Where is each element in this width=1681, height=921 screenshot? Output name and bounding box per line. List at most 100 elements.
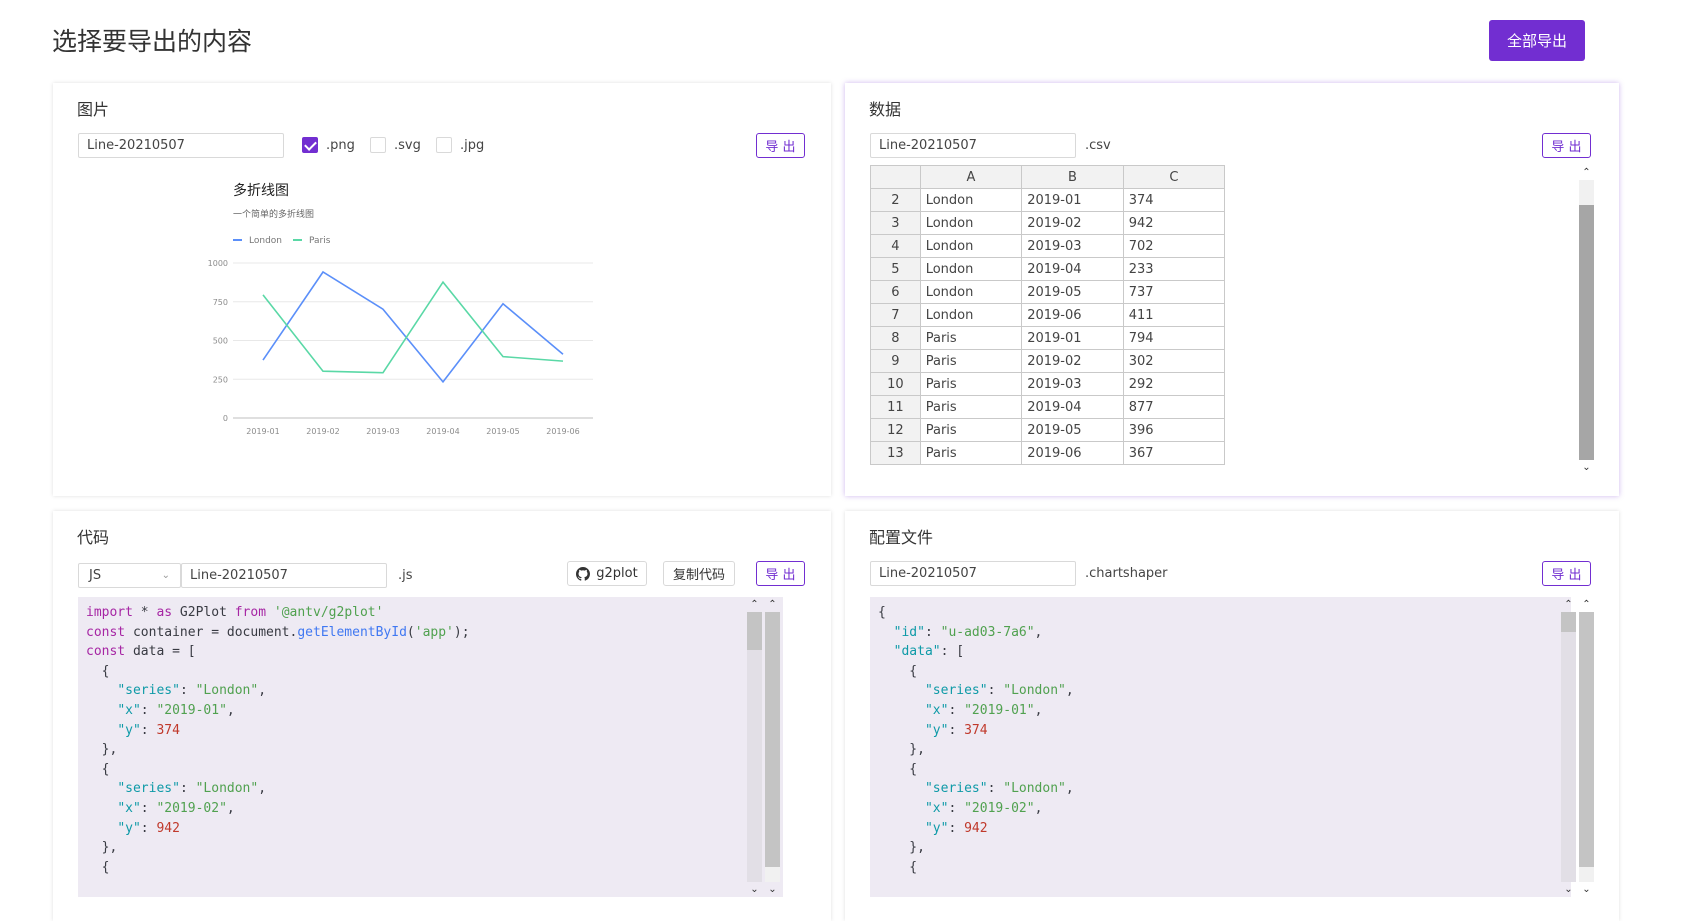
scroll-down-icon[interactable]: ⌄ bbox=[1582, 884, 1591, 895]
code-editor[interactable]: import * as G2Plot from '@antv/g2plot' co… bbox=[78, 597, 783, 897]
cell-a[interactable]: Paris bbox=[919, 372, 1023, 396]
cell-a[interactable]: Paris bbox=[919, 326, 1023, 350]
cell-b[interactable]: 2019-02 bbox=[1021, 211, 1124, 235]
cell-a[interactable]: Paris bbox=[919, 349, 1023, 373]
cell-c[interactable]: 737 bbox=[1122, 280, 1226, 304]
cell-b[interactable]: 2019-06 bbox=[1021, 303, 1124, 327]
scroll-thumb[interactable] bbox=[747, 612, 762, 650]
cell-c[interactable]: 302 bbox=[1122, 349, 1226, 373]
cell-c[interactable]: 374 bbox=[1122, 188, 1226, 212]
cell-a[interactable]: Paris bbox=[919, 395, 1023, 419]
code-scrollbar-inner[interactable]: ⌃ ⌄ bbox=[747, 597, 762, 897]
config-scrollbar-inner[interactable]: ⌃ ⌄ bbox=[1561, 597, 1576, 897]
config-filename-input[interactable] bbox=[870, 561, 1076, 586]
cell-a[interactable]: London bbox=[919, 234, 1023, 258]
cell-c[interactable]: 794 bbox=[1122, 326, 1226, 350]
format-option-svg[interactable]: .svg bbox=[370, 135, 421, 155]
row-number[interactable]: 13 bbox=[870, 441, 921, 465]
row-number[interactable]: 3 bbox=[870, 211, 921, 235]
cell-b[interactable]: 2019-03 bbox=[1021, 372, 1124, 396]
scroll-down-icon[interactable]: ⌄ bbox=[1564, 884, 1573, 895]
scroll-up-icon[interactable]: ⌃ bbox=[1582, 167, 1591, 178]
cell-a[interactable]: Paris bbox=[919, 441, 1023, 465]
image-export-button[interactable]: 导 出 bbox=[756, 133, 805, 158]
row-number[interactable]: 4 bbox=[870, 234, 921, 258]
config-export-button[interactable]: 导 出 bbox=[1542, 561, 1591, 586]
cell-b[interactable]: 2019-05 bbox=[1021, 418, 1124, 442]
copy-code-button[interactable]: 复制代码 bbox=[663, 561, 735, 586]
cell-c[interactable]: 877 bbox=[1122, 395, 1226, 419]
cell-c[interactable]: 292 bbox=[1122, 372, 1226, 396]
cell-a[interactable]: London bbox=[919, 211, 1023, 235]
cell-b[interactable]: 2019-05 bbox=[1021, 280, 1124, 304]
code-scrollbar-outer[interactable]: ⌃ ⌄ bbox=[765, 597, 780, 897]
cell-c[interactable]: 702 bbox=[1122, 234, 1226, 258]
row-number[interactable]: 10 bbox=[870, 372, 921, 396]
png-checkbox[interactable] bbox=[302, 137, 318, 153]
language-select[interactable]: JS ⌄ bbox=[78, 563, 181, 588]
format-option-png[interactable]: .png bbox=[302, 135, 355, 155]
code-token: : bbox=[948, 722, 965, 738]
column-header-a[interactable]: A bbox=[919, 165, 1023, 189]
cell-b[interactable]: 2019-01 bbox=[1021, 326, 1124, 350]
row-number[interactable]: 8 bbox=[870, 326, 921, 350]
row-number[interactable]: 5 bbox=[870, 257, 921, 281]
chart-title: 多折线图 bbox=[233, 182, 289, 199]
export-all-button[interactable]: 全部导出 bbox=[1489, 20, 1585, 61]
format-option-jpg[interactable]: .jpg bbox=[436, 135, 484, 155]
code-token: { bbox=[878, 663, 918, 679]
code-filename-input[interactable] bbox=[181, 563, 387, 588]
cell-c[interactable]: 942 bbox=[1122, 211, 1226, 235]
scroll-up-icon[interactable]: ⌃ bbox=[750, 599, 759, 610]
code-token: }, bbox=[86, 840, 118, 856]
row-number[interactable]: 7 bbox=[870, 303, 921, 327]
jpg-checkbox[interactable] bbox=[436, 137, 452, 153]
config-scrollbar-outer[interactable]: ⌃ ⌄ bbox=[1579, 597, 1594, 897]
cell-b[interactable]: 2019-03 bbox=[1021, 234, 1124, 258]
scroll-down-icon[interactable]: ⌄ bbox=[750, 884, 759, 895]
scroll-thumb[interactable] bbox=[1579, 612, 1594, 867]
data-scrollbar[interactable]: ⌃ ⌄ bbox=[1579, 165, 1594, 475]
scroll-thumb[interactable] bbox=[1579, 205, 1594, 460]
cell-b[interactable]: 2019-02 bbox=[1021, 349, 1124, 373]
cell-b[interactable]: 2019-04 bbox=[1021, 395, 1124, 419]
scroll-thumb[interactable] bbox=[765, 612, 780, 867]
scroll-up-icon[interactable]: ⌃ bbox=[1582, 599, 1591, 610]
legend-item-label[interactable]: Paris bbox=[309, 236, 331, 246]
row-number[interactable]: 9 bbox=[870, 349, 921, 373]
column-header-c[interactable]: C bbox=[1122, 165, 1226, 189]
cell-c[interactable]: 396 bbox=[1122, 418, 1226, 442]
data-export-button[interactable]: 导 出 bbox=[1542, 133, 1591, 158]
svg-checkbox[interactable] bbox=[370, 137, 386, 153]
scroll-down-icon[interactable]: ⌄ bbox=[1582, 462, 1591, 473]
cell-a[interactable]: London bbox=[919, 257, 1023, 281]
row-number[interactable]: 6 bbox=[870, 280, 921, 304]
github-link-button[interactable]: g2plot bbox=[567, 561, 647, 586]
config-editor[interactable]: { "id": "u-ad03-7a6", "data": [ { "serie… bbox=[870, 597, 1571, 897]
legend-item-label[interactable]: London bbox=[249, 236, 282, 246]
cell-a[interactable]: Paris bbox=[919, 418, 1023, 442]
cell-c[interactable]: 367 bbox=[1122, 441, 1226, 465]
data-filename-input[interactable] bbox=[870, 133, 1076, 158]
code-token bbox=[878, 723, 925, 738]
scroll-up-icon[interactable]: ⌃ bbox=[1564, 599, 1573, 610]
cell-a[interactable]: London bbox=[919, 303, 1023, 327]
cell-b[interactable]: 2019-04 bbox=[1021, 257, 1124, 281]
column-header-b[interactable]: B bbox=[1021, 165, 1124, 189]
image-filename-input[interactable] bbox=[78, 133, 284, 158]
cell-c[interactable]: 411 bbox=[1122, 303, 1226, 327]
series-line-london[interactable] bbox=[262, 270, 564, 384]
row-number[interactable]: 11 bbox=[870, 395, 921, 419]
cell-a[interactable]: London bbox=[919, 280, 1023, 304]
scroll-down-icon[interactable]: ⌄ bbox=[768, 884, 777, 895]
cell-b[interactable]: 2019-06 bbox=[1021, 441, 1124, 465]
cell-c[interactable]: 233 bbox=[1122, 257, 1226, 281]
cell-b[interactable]: 2019-01 bbox=[1021, 188, 1124, 212]
series-line-paris[interactable] bbox=[262, 280, 564, 374]
code-export-button[interactable]: 导 出 bbox=[756, 561, 805, 586]
scroll-up-icon[interactable]: ⌃ bbox=[768, 599, 777, 610]
scroll-thumb[interactable] bbox=[1561, 612, 1576, 632]
cell-a[interactable]: London bbox=[919, 188, 1023, 212]
row-number[interactable]: 2 bbox=[870, 188, 921, 212]
row-number[interactable]: 12 bbox=[870, 418, 921, 442]
